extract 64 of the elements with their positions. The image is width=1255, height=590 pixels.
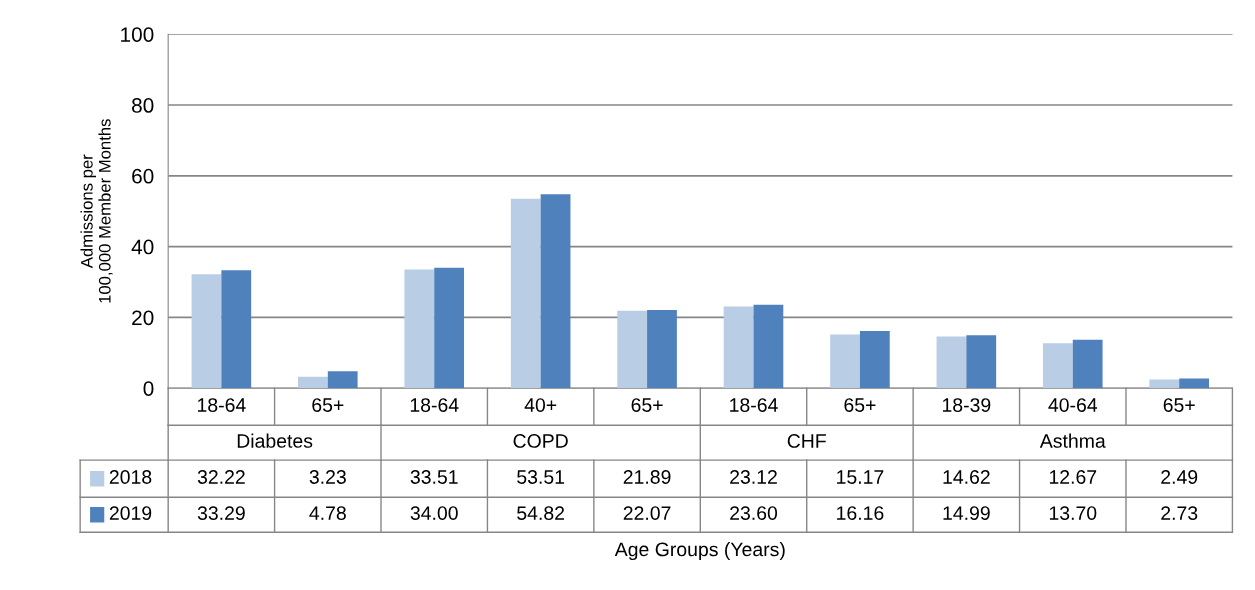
y-tick-label: 40 [131, 239, 154, 255]
x-tick-label: 18-64 [410, 398, 459, 412]
data-label: 21.89 [623, 470, 671, 484]
bar [966, 335, 997, 389]
y-tick-label: 80 [132, 98, 154, 113]
y-axis-title: Admissions per 100,000 Member Months [80, 119, 113, 303]
data-label: 33.29 [197, 506, 245, 520]
x-tick-label: 18-64 [198, 398, 246, 412]
bar [221, 270, 252, 389]
y-tick-label: 0 [143, 381, 154, 396]
bar [404, 269, 435, 389]
data-label: 32.22 [197, 470, 245, 484]
x-tick-label: 65+ [631, 398, 663, 412]
bar [617, 310, 648, 389]
bar [510, 198, 541, 389]
bar [830, 334, 860, 389]
text: Asthma [1039, 433, 1106, 448]
data-label: 14.62 [943, 470, 990, 484]
x-tick-label: 18-39 [942, 398, 991, 412]
data-label: 4.78 [309, 506, 346, 520]
x-tick-label: 40+ [524, 398, 557, 412]
bar [191, 274, 222, 389]
y-tick-label: 20 [132, 310, 154, 326]
legend-label: 2018 [109, 470, 152, 484]
data-label: 14.99 [943, 506, 990, 520]
bar [327, 371, 358, 389]
bar [298, 376, 328, 389]
bar [1072, 339, 1103, 389]
x-tick-label: 65+ [312, 398, 344, 412]
x-tick-label: 18-64 [730, 398, 778, 412]
data-label: 2.49 [1161, 470, 1198, 484]
text: Diabetes [237, 433, 313, 448]
text: COPD [513, 434, 568, 448]
data-label: 53.51 [517, 470, 565, 484]
data-label: 23.60 [730, 506, 778, 520]
data-label: 34.00 [410, 506, 458, 520]
bar [1149, 379, 1180, 389]
x-tick-label: 40-64 [1048, 398, 1098, 412]
text: CHF [787, 434, 826, 448]
data-label: 13.70 [1049, 506, 1097, 520]
data-label: 16.16 [837, 506, 884, 520]
bar [723, 306, 754, 389]
data-label: 2.73 [1161, 506, 1198, 520]
data-label: 33.51 [410, 470, 458, 484]
bar [1179, 378, 1209, 389]
y-tick-label: 60 [132, 168, 154, 184]
y-tick-label: 100 [121, 27, 154, 42]
text: Age Groups (Years) [614, 542, 785, 561]
bar [859, 331, 890, 389]
bar [540, 194, 571, 389]
bar [1042, 343, 1073, 389]
x-tick-label: 65+ [844, 398, 876, 412]
bar [647, 310, 677, 389]
legend-label: 2019 [109, 506, 152, 520]
data-label: 12.67 [1049, 470, 1097, 484]
data-label: 3.23 [309, 470, 346, 484]
data-label: 54.82 [517, 506, 565, 520]
bar [434, 267, 465, 389]
data-label: 15.17 [837, 470, 884, 484]
data-label: 22.07 [623, 506, 671, 520]
data-label: 23.12 [730, 470, 777, 484]
bar [936, 336, 967, 389]
bar [753, 304, 784, 389]
x-tick-label: 65+ [1163, 398, 1195, 412]
